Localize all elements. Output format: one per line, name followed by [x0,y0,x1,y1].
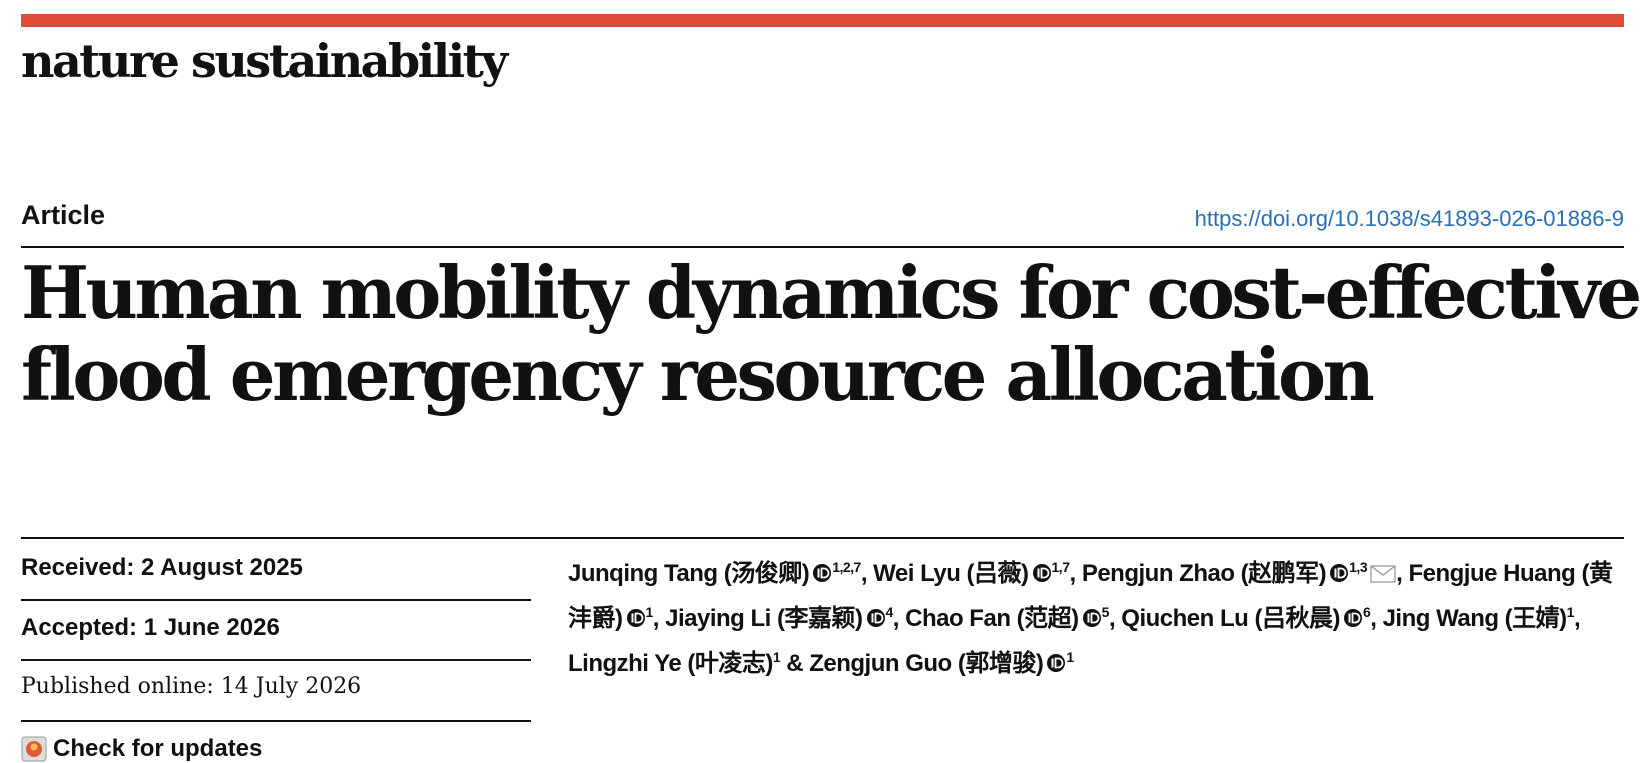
top-bar [21,14,1624,27]
orcid-mark [1051,658,1054,668]
article-type: Article [21,200,106,230]
author-name: Jing Wang (王婧) [1382,605,1568,632]
rule [21,599,531,601]
orcid-mark [1334,568,1337,578]
email-icon[interactable] [1370,565,1396,583]
envelope-flap [1370,565,1396,576]
orcid-mark [1040,567,1049,579]
author-name: Lingzhi Ye (叶凌志) [568,650,773,677]
rule [21,659,531,661]
check-icon [21,736,47,762]
author: Qiuchen Lu (吕秋晨) 6, [1121,604,1377,632]
author: Fengjue Huang (黄沣爵) 1, [568,560,1613,632]
author-name: Fengjue Huang (黄沣爵) [568,560,1613,632]
orcid-icon[interactable] [866,608,886,628]
separator: , [860,560,868,587]
rule [21,720,531,722]
article-title: Human mobility dynamics for cost-effecti… [21,250,1640,417]
author: Pengjun Zhao (赵鹏军) 1,3, [1081,559,1403,587]
rule [21,537,1624,539]
date: Received: 2 August 2025 [21,554,303,581]
author-list: Junqing Tang (汤俊卿) 1,2,7, Wei Lyu (吕薇) 1,7… [568,548,1618,683]
affiliation: 1,3 [1349,559,1368,575]
orcid-icon[interactable] [812,563,832,583]
orcid-mark [874,612,883,624]
orcid-icon[interactable] [1082,608,1102,628]
author: Jing Wang (王婧)1, [1382,604,1581,632]
orcid-mark [820,567,830,579]
author-name: Qiuchen Lu (吕秋晨) [1121,605,1340,632]
separator: & [786,650,804,677]
separator: , [1069,560,1076,587]
separator: , [1396,560,1403,587]
author: Chao Fan (范超) 5, [905,604,1116,632]
orcid-mark [634,612,643,624]
author-name: Pengjun Zhao (赵鹏军) [1081,560,1327,587]
check-updates[interactable]: Check for updates [21,735,262,763]
orcid-mark [1348,613,1351,623]
affiliation: 1,7 [1051,559,1070,575]
orcid-icon[interactable] [1343,608,1363,628]
separator: , [1108,605,1116,632]
author: Wei Lyu (吕薇) 1,7, [873,559,1076,587]
orcid-mark [631,613,633,623]
author: Lingzhi Ye (叶凌志)1 & [568,649,804,677]
doi-link[interactable]: https://doi.org/10.1038/s41893-026-01886… [1194,206,1624,231]
title-line: Human mobility dynamics for cost-effecti… [21,250,1640,335]
orcid-icon[interactable] [1046,653,1066,673]
separator: , [1370,605,1377,632]
orcid-icon[interactable] [1329,563,1349,583]
affiliation: 6 [1362,604,1371,620]
envelope [1370,565,1396,583]
date: Accepted: 1 June 2026 [21,614,280,641]
affiliation: 1 [1566,604,1575,620]
affiliation: 5 [1101,604,1110,620]
orcid-mark [1351,612,1361,624]
separator: , [652,605,660,632]
affiliation: 4 [885,604,894,620]
author: Junqing Tang (汤俊卿) 1,2,7, [568,559,868,587]
date: Published online: 14 July 2026 [21,674,362,699]
affiliation: 1 [772,649,781,665]
orcid-mark [871,613,873,623]
orcid-icon[interactable] [626,608,646,628]
orcid-mark [817,568,820,578]
orcid-mark [1090,612,1100,624]
check-label: Check for updates [53,735,263,762]
author-name: Zengjun Guo (郭增骏) [809,650,1044,677]
orcid-icon[interactable] [1032,563,1052,583]
author-name: Chao Fan (范超) [905,605,1079,632]
affiliation: 1 [1066,649,1074,665]
author-name: Junqing Tang (汤俊卿) [568,560,810,587]
separator: , [892,605,900,632]
author-name: Jiaying Li (李嘉颖) [665,605,863,632]
author-name: Wei Lyu (吕薇) [873,560,1029,587]
author: Zengjun Guo (郭增骏) 1 [809,649,1074,677]
orcid-mark [1087,613,1090,623]
journal-name: nature sustainability [21,34,508,88]
title-line: flood emergency resource allocation [21,332,1375,417]
affiliation: 1 [645,604,654,620]
author: Jiaying Li (李嘉颖) 4, [665,604,900,632]
orcid-mark [1337,567,1347,579]
rule [21,246,1624,248]
separator: , [1573,605,1581,632]
orcid-mark [1037,568,1040,578]
orcid-mark [1054,657,1064,669]
affiliation: 1,2,7 [832,559,861,575]
